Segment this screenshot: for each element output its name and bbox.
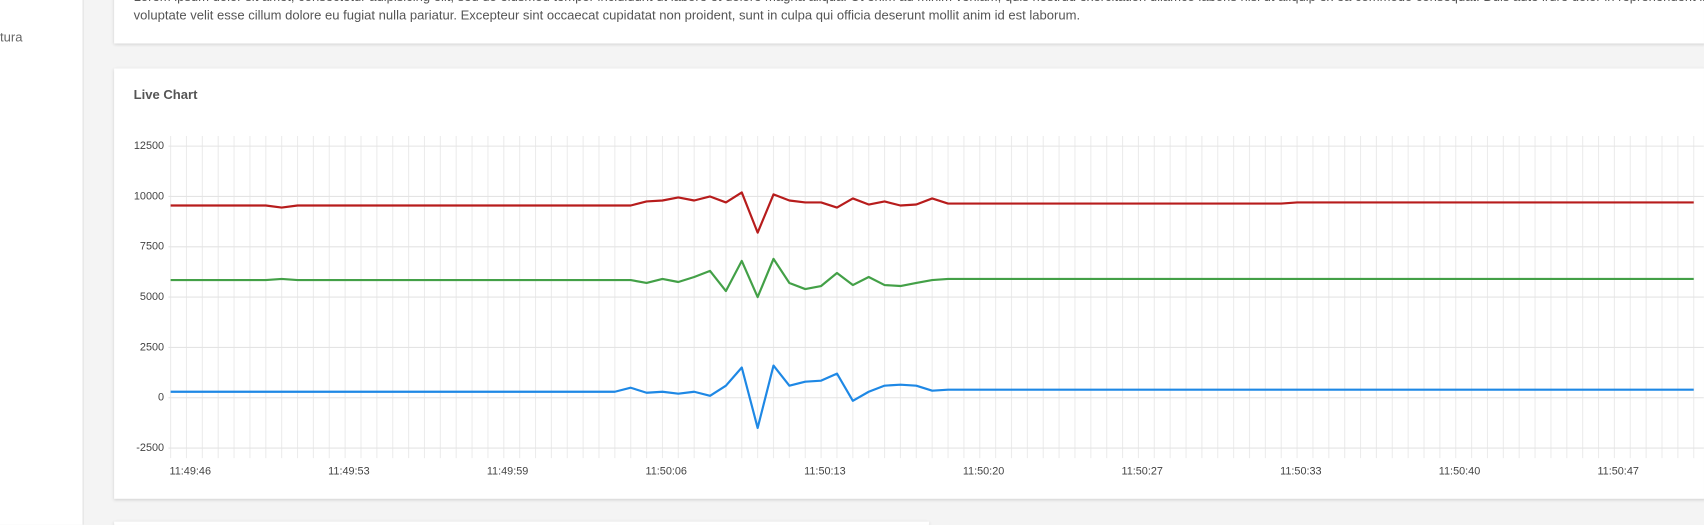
x-tick-label: 11:50:47	[1597, 466, 1638, 478]
y-tick-label: 0	[158, 392, 164, 404]
sidebar: tura	[0, 0, 84, 525]
y-tick-label: -2500	[136, 442, 164, 454]
x-tick-label: 11:49:46	[170, 466, 211, 478]
intro-card: Lorem ipsum dolor sit amet, consectetur …	[114, 0, 1704, 44]
series-line	[170, 191, 1694, 234]
series-line	[170, 257, 1694, 299]
card-title: Live Chart	[133, 86, 198, 103]
sidebar-item[interactable]: tura	[0, 29, 23, 45]
x-tick-label: 11:50:40	[1439, 466, 1480, 478]
x-tick-label: 11:49:59	[487, 466, 528, 478]
x-tick-label: 11:50:13	[804, 466, 845, 478]
x-tick-label: 11:49:53	[328, 466, 369, 478]
y-tick-label: 12500	[134, 140, 164, 152]
x-tick-label: 11:50:20	[963, 466, 1004, 478]
next-card	[114, 521, 930, 525]
y-tick-label: 10000	[134, 190, 164, 202]
y-tick-label: 5000	[140, 291, 164, 303]
intro-text: voluptate velit esse cillum dolore eu fu…	[133, 7, 1081, 23]
y-tick-label: 2500	[140, 341, 164, 353]
x-tick-label: 11:50:06	[645, 466, 686, 478]
intro-text: Lorem ipsum dolor sit amet, consectetur …	[134, 0, 1704, 4]
series-line	[170, 364, 1694, 430]
y-tick-label: 7500	[140, 241, 164, 253]
x-tick-label: 11:50:33	[1280, 466, 1321, 478]
x-tick-label: 11:50:27	[1121, 466, 1162, 478]
